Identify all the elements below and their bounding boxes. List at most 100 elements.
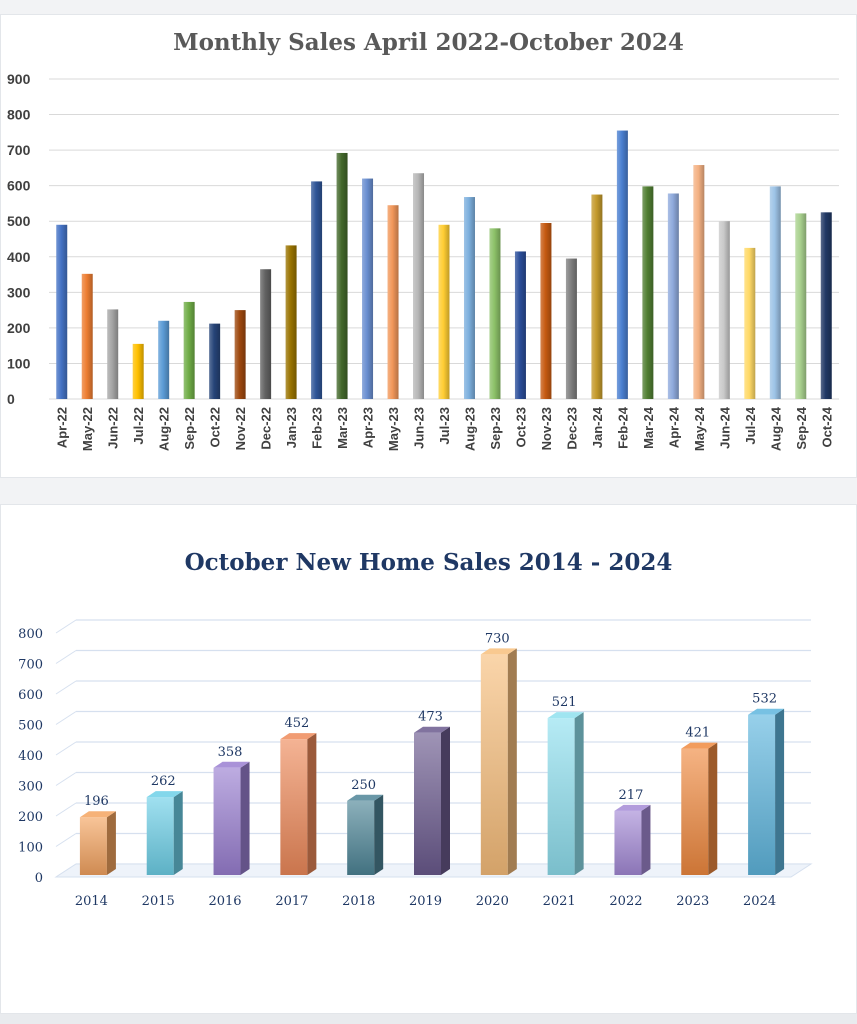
x-tick-label: 2020 — [476, 894, 509, 909]
y-tick-label: 300 — [18, 780, 43, 795]
x-tick-label: Apr-23 — [361, 407, 376, 448]
x-tick-label: Sep-24 — [794, 406, 809, 449]
bar — [591, 194, 603, 399]
october-sales-panel: October New Home Sales 2014 - 2024 0 100 2… — [0, 504, 857, 1014]
bar-top — [480, 648, 517, 655]
gridline-side — [55, 619, 77, 634]
data-label: 532 — [752, 692, 777, 707]
x-tick-label: Dec-23 — [564, 407, 579, 450]
data-label: 730 — [485, 631, 510, 646]
x-tick-label: 2015 — [142, 894, 175, 909]
y-tick-label: 200 — [18, 810, 43, 825]
y-tick-label: 100 — [18, 841, 43, 856]
bar-side — [708, 742, 718, 875]
y-tick-label: 300 — [7, 284, 31, 300]
x-tick-label: Jun-24 — [717, 406, 732, 449]
bar-top — [79, 811, 116, 818]
bar — [158, 320, 170, 399]
bar — [463, 197, 475, 399]
bar-side — [641, 804, 651, 875]
chart-title: Monthly Sales April 2022-October 2024 — [173, 29, 684, 56]
x-tick-label: 2018 — [342, 894, 375, 909]
data-label: 521 — [552, 695, 577, 710]
bar-top — [347, 794, 384, 801]
y-tick-label: 500 — [18, 719, 43, 734]
y-tick-label: 600 — [18, 688, 43, 703]
x-tick-label: Sep-22 — [182, 407, 197, 450]
bar — [480, 654, 508, 875]
x-tick-label: Oct-22 — [208, 407, 223, 447]
x-tick-label: 2022 — [609, 894, 642, 909]
x-tick-label: Oct-23 — [513, 407, 528, 447]
y-tick-label: 600 — [7, 178, 31, 194]
bar — [260, 269, 272, 399]
bar — [681, 748, 709, 875]
bar — [489, 228, 501, 399]
bar — [413, 173, 425, 399]
y-tick-label: 500 — [7, 213, 31, 229]
bar — [693, 165, 705, 399]
gridline-side — [55, 802, 77, 817]
bar-top — [280, 733, 317, 740]
gridline-side — [55, 680, 77, 695]
bar-top — [213, 761, 250, 768]
chart-title: October New Home Sales 2014 - 2024 — [184, 549, 673, 576]
data-label: 262 — [151, 774, 176, 789]
bar — [514, 251, 526, 399]
bar-side — [374, 794, 384, 875]
gridline-side — [55, 772, 77, 786]
bar — [438, 224, 450, 399]
bar — [820, 212, 832, 399]
gridline-side — [55, 833, 77, 847]
bar-top — [547, 712, 584, 719]
x-tick-label: Apr-22 — [55, 407, 70, 448]
bar-side — [307, 733, 317, 875]
x-tick-label: Apr-24 — [666, 406, 681, 448]
bar — [81, 273, 93, 399]
bar — [565, 258, 577, 399]
bar — [285, 245, 297, 399]
x-tick-label: May-24 — [692, 406, 707, 451]
bar-side — [106, 811, 116, 875]
october-sales-chart: 0 100 200 300 400 500 600 700 800 196 2014 262 2015 3… — [18, 619, 813, 909]
data-label: 217 — [619, 788, 644, 803]
bar — [540, 223, 552, 399]
bar — [387, 205, 399, 399]
x-tick-label: May-22 — [80, 407, 95, 451]
x-tick-label: Nov-23 — [539, 407, 554, 450]
bar — [614, 810, 642, 875]
bar-side — [775, 708, 785, 875]
y-tick-label: 400 — [7, 249, 31, 265]
monthly-sales-chart: 0 100 200 300 400 500 600 700 800 900 Apr-22 May-22… — [7, 71, 839, 451]
x-tick-label: 2014 — [75, 894, 108, 909]
bar-top — [614, 804, 651, 811]
x-tick-label: Jul-22 — [131, 407, 146, 445]
data-label: 250 — [351, 778, 376, 793]
bar — [414, 732, 441, 875]
bar — [616, 130, 628, 400]
x-tick-label: 2019 — [409, 894, 442, 909]
bar — [213, 767, 241, 875]
bar — [642, 186, 654, 399]
gridline-side — [55, 711, 77, 725]
x-tick-label: 2021 — [543, 894, 576, 909]
bar — [132, 343, 144, 399]
bar-side — [240, 761, 250, 875]
bar — [146, 797, 174, 875]
x-tick-label: Jul-24 — [743, 406, 758, 444]
x-tick-label: Feb-23 — [310, 407, 325, 449]
x-tick-label: Jan-24 — [590, 406, 605, 448]
y-tick-label: 100 — [7, 355, 31, 371]
bar-side — [173, 791, 183, 875]
bar-side — [574, 712, 584, 875]
x-tick-label: Feb-24 — [615, 406, 630, 449]
x-tick-label: Sep-23 — [488, 407, 503, 450]
bar — [667, 193, 679, 399]
x-tick-label: 2023 — [676, 894, 709, 909]
bar — [748, 714, 776, 875]
x-tick-label: 2017 — [275, 894, 308, 909]
y-tick-label: 400 — [18, 749, 43, 764]
bar — [336, 152, 348, 399]
bar — [107, 309, 119, 399]
y-tick-label: 800 — [18, 627, 43, 642]
